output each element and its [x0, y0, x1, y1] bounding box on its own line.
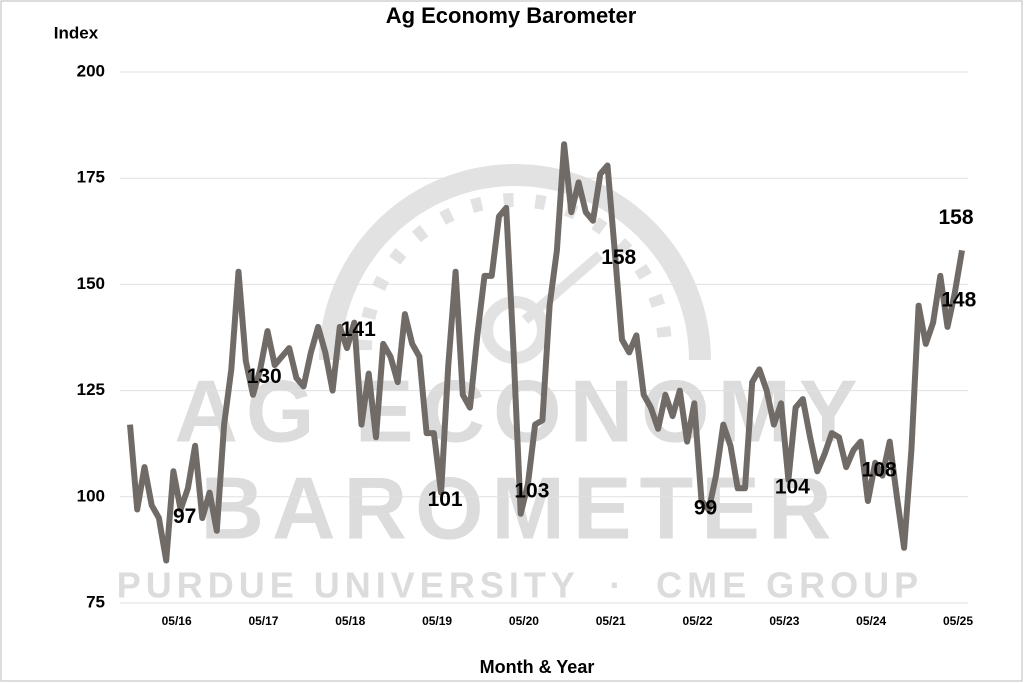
data-label: 141 [341, 318, 376, 341]
data-label: 158 [601, 246, 636, 269]
data-label: 130 [247, 365, 282, 388]
x-tick-label: 05/19 [422, 614, 452, 628]
x-tick-label: 05/24 [856, 614, 886, 628]
data-label: 108 [862, 458, 897, 481]
x-tick-label: 05/17 [248, 614, 278, 628]
x-tick-label: 05/25 [943, 614, 973, 628]
y-tick-label: 175 [77, 168, 105, 187]
data-label: 103 [514, 480, 549, 503]
x-tick-label: 05/23 [769, 614, 799, 628]
data-label: 101 [428, 488, 463, 511]
data-label: 158 [938, 206, 973, 229]
x-tick-label: 05/18 [335, 614, 365, 628]
y-tick-label: 150 [77, 274, 105, 293]
x-tick-label: 05/16 [162, 614, 192, 628]
y-tick-label: 125 [77, 380, 105, 399]
data-label: 99 [694, 497, 717, 520]
y-tick-label: 100 [77, 486, 105, 505]
data-label: 97 [173, 505, 196, 528]
watermark: PURDUE UNIVERSITY · CME GROUP [117, 565, 923, 606]
data-label: 148 [941, 288, 976, 311]
data-line [127, 141, 965, 564]
y-tick-label: 75 [86, 592, 105, 611]
chart-title: Ag Economy Barometer [386, 3, 637, 28]
x-axis-label: Month & Year [480, 657, 595, 677]
x-tick-label: 05/21 [596, 614, 626, 628]
y-axis-label: Index [54, 23, 99, 42]
data-label: 104 [775, 475, 810, 498]
x-tick-label: 05/22 [683, 614, 713, 628]
y-tick-label: 200 [77, 61, 105, 80]
x-tick-label: 05/20 [509, 614, 539, 628]
